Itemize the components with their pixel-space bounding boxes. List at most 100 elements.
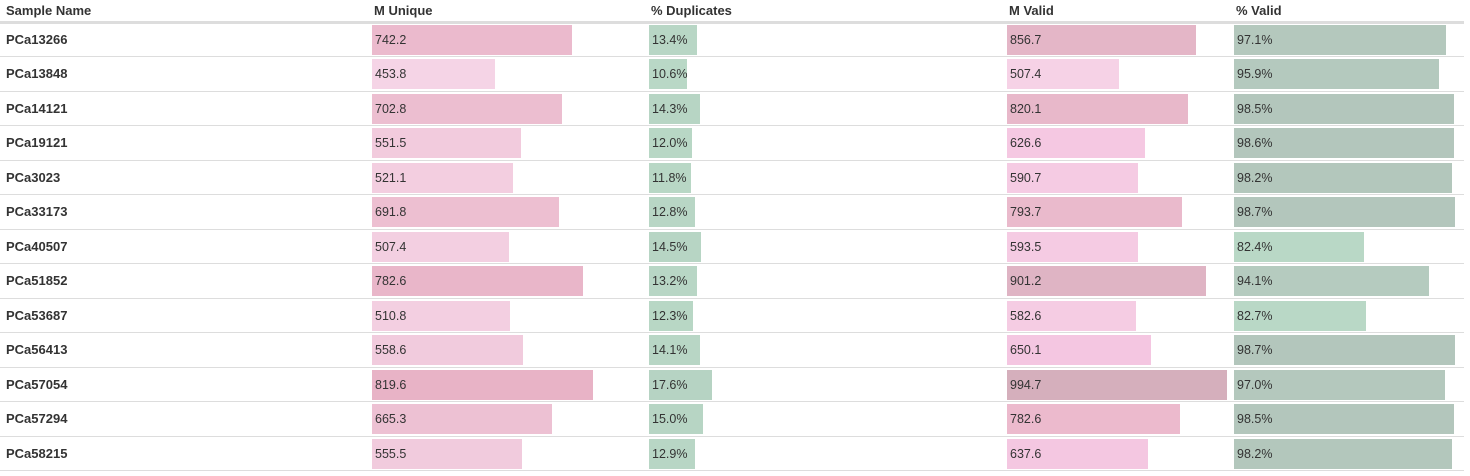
bar-cell: 820.1 [1007,93,1232,124]
pct-valid-cell: 82.4% [1232,229,1464,264]
value-label: 98.6% [1237,136,1273,151]
bar-cell: 665.3 [372,404,647,435]
table-row: PCa14121 702.8 14.3% 820.1 98.5% [0,91,1464,126]
bar-cell: 901.2 [1007,266,1232,297]
value-bar [1234,300,1366,331]
m-unique-cell: 453.8 [370,56,647,92]
bar-cell: 98.7% [1234,197,1464,228]
bar-cell: 593.5 [1007,231,1232,262]
bar-cell: 582.6 [1007,300,1232,331]
table-row: PCa58215 555.5 12.9% 637.6 98.2% [0,436,1464,471]
col-header-m-valid[interactable]: M Valid [1005,0,1232,24]
pct-dup-cell: 13.4% [647,22,1005,57]
pct-dup-cell: 12.3% [647,298,1005,333]
m-valid-cell: 593.5 [1005,229,1232,264]
table-row: PCa57294 665.3 15.0% 782.6 98.5% [0,401,1464,437]
value-label: 665.3 [375,412,407,427]
pct-valid-cell: 98.2% [1232,160,1464,195]
m-unique-cell: 507.4 [370,229,647,264]
pct-dup-cell: 10.6% [647,56,1005,92]
value-label: 98.5% [1237,412,1273,427]
value-bar [1234,438,1452,469]
value-bar [1234,369,1446,400]
value-bar [1007,266,1207,297]
value-bar [372,369,594,400]
bar-cell: 12.0% [649,128,1005,159]
value-label: 14.3% [652,101,688,116]
pct-dup-cell: 12.9% [647,436,1005,471]
pct-dup-cell: 17.6% [647,367,1005,402]
col-header-m-unique[interactable]: M Unique [370,0,647,24]
value-label: 98.7% [1237,343,1273,358]
m-valid-cell: 590.7 [1005,160,1232,195]
table-row: PCa56413 558.6 14.1% 650.1 98.7% [0,332,1464,368]
sample-name-cell: PCa56413 [0,332,370,368]
sample-name-cell: PCa33173 [0,194,370,230]
bar-cell: 551.5 [372,128,647,159]
value-bar [372,93,562,124]
pct-dup-cell: 14.3% [647,91,1005,126]
value-label: 856.7 [1010,33,1042,48]
table-header: Sample Name M Unique % Duplicates M Vali… [0,0,1464,24]
value-bar [649,369,713,400]
bar-cell: 97.0% [1234,369,1464,400]
value-bar [1007,404,1180,435]
value-label: 12.0% [652,136,688,151]
m-unique-cell: 691.8 [370,194,647,230]
bar-cell: 856.7 [1007,25,1232,56]
bar-cell: 510.8 [372,300,647,331]
value-bar [649,438,696,469]
value-label: 14.5% [652,239,688,254]
bar-cell: 507.4 [1007,59,1232,90]
value-label: 13.4% [652,33,688,48]
sample-name-cell: PCa57294 [0,401,370,437]
value-bar [1234,335,1455,366]
value-label: 15.0% [652,412,688,427]
bar-cell: 14.3% [649,93,1005,124]
bar-cell: 793.7 [1007,197,1232,228]
m-unique-cell: 782.6 [370,263,647,299]
value-bar [1234,197,1455,228]
sample-name-cell: PCa3023 [0,160,370,195]
value-bar [1007,59,1120,90]
value-label: 521.1 [375,170,407,185]
col-header-pct-duplicates[interactable]: % Duplicates [647,0,1005,24]
value-label: 820.1 [1010,101,1042,116]
value-bar [1007,162,1138,193]
m-unique-cell: 555.5 [370,436,647,471]
sample-name-cell: PCa40507 [0,229,370,264]
value-label: 17.6% [652,377,688,392]
value-label: 558.6 [375,343,407,358]
value-label: 742.2 [375,33,407,48]
m-valid-cell: 820.1 [1005,91,1232,126]
value-label: 994.7 [1010,377,1042,392]
value-bar [649,59,688,90]
bar-cell: 82.7% [1234,300,1464,331]
value-label: 507.4 [1010,67,1042,82]
sample-name-cell: PCa13266 [0,22,370,57]
bar-cell: 98.5% [1234,93,1464,124]
bar-cell: 13.2% [649,266,1005,297]
col-header-pct-valid[interactable]: % Valid [1232,0,1464,24]
m-unique-cell: 665.3 [370,401,647,437]
value-bar [1234,162,1452,193]
sample-name-cell: PCa58215 [0,436,370,471]
bar-cell: 13.4% [649,25,1005,56]
m-unique-cell: 819.6 [370,367,647,402]
value-label: 510.8 [375,308,407,323]
m-unique-cell: 521.1 [370,160,647,195]
bar-cell: 10.6% [649,59,1005,90]
m-unique-cell: 558.6 [370,332,647,368]
value-label: 782.6 [1010,412,1042,427]
bar-cell: 98.7% [1234,335,1464,366]
table-row: PCa3023 521.1 11.8% 590.7 98.2% [0,160,1464,195]
m-valid-cell: 650.1 [1005,332,1232,368]
value-label: 551.5 [375,136,407,151]
value-label: 555.5 [375,446,407,461]
col-header-sample-name[interactable]: Sample Name [0,0,370,24]
bar-cell: 98.2% [1234,162,1464,193]
value-label: 582.6 [1010,308,1042,323]
value-label: 97.1% [1237,33,1273,48]
value-bar [649,300,694,331]
pct-dup-cell: 12.0% [647,125,1005,161]
